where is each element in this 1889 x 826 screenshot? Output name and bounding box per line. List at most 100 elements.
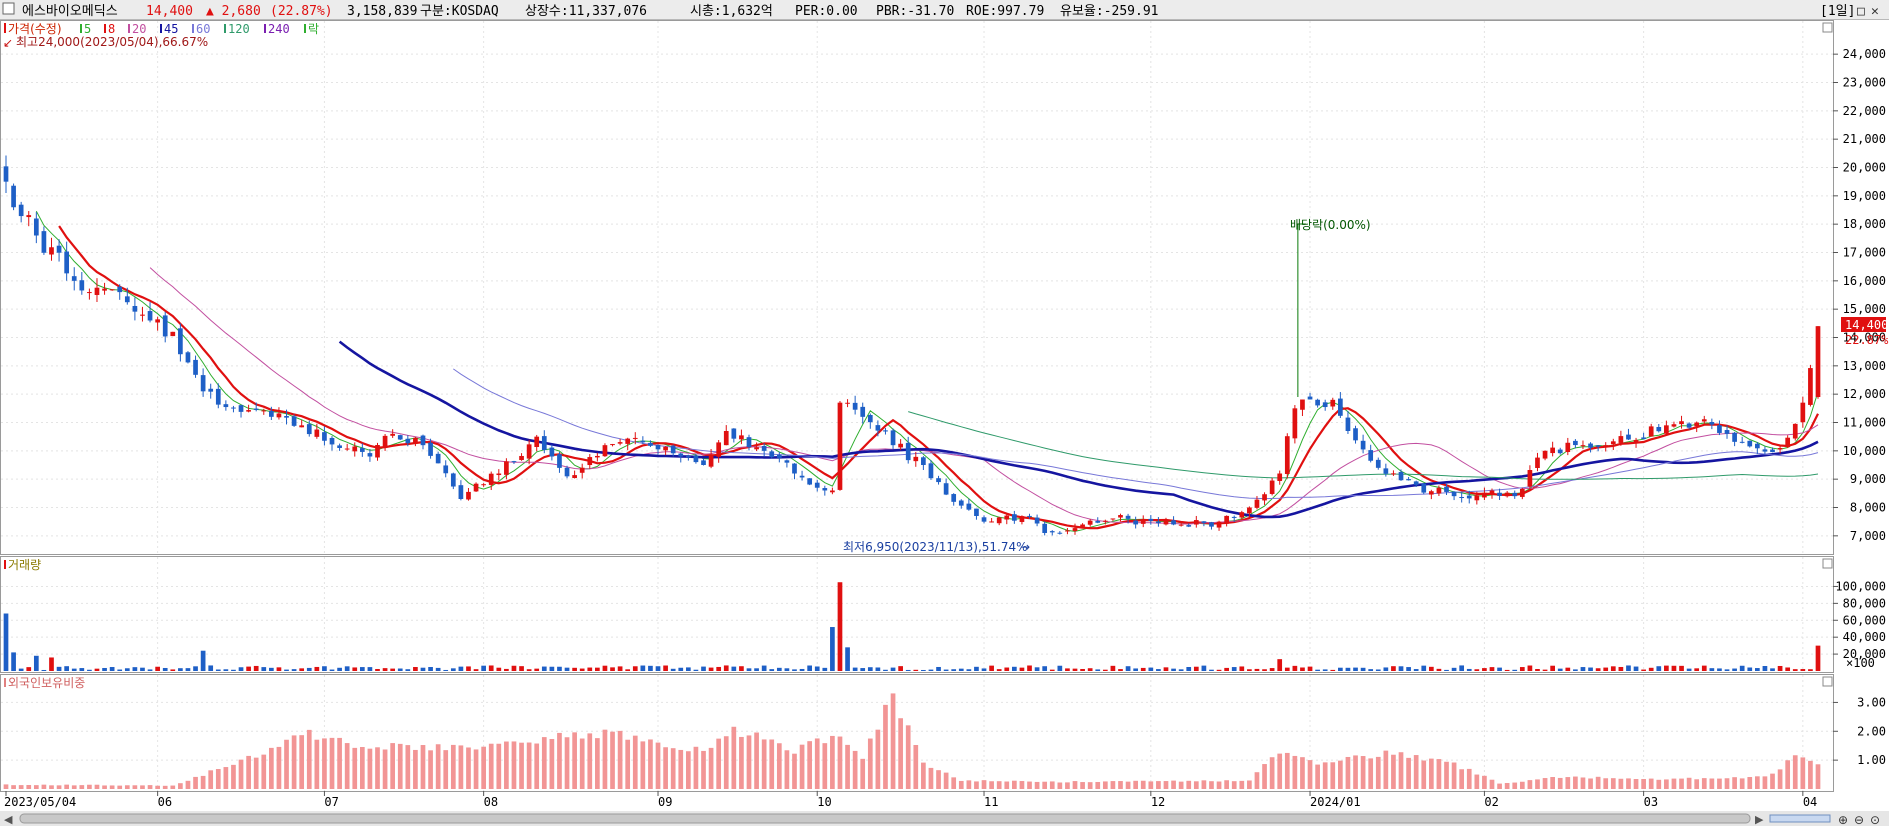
- foreign-bar-2024/03/04: [1648, 778, 1654, 789]
- legend-ma-0[interactable]: 5: [84, 22, 91, 36]
- x-tick-label: 07: [324, 795, 338, 809]
- volume-bar-2024/01/30: [1466, 668, 1472, 671]
- volume-panel-toggle[interactable]: [1822, 558, 1833, 569]
- candle-2023/06/02: [162, 315, 168, 337]
- candle-2023/09/25: [776, 454, 782, 458]
- candle-2024/02/01: [1482, 492, 1487, 498]
- foreign-bar-2023/11/14: [1049, 781, 1055, 789]
- price-change: ▲ 2,680: [206, 4, 261, 19]
- candle-2024/02/15: [1557, 449, 1563, 454]
- candle-2024/02/14: [1550, 447, 1555, 454]
- foreign-bar-2024/02/01: [1482, 775, 1487, 789]
- window-checkbox[interactable]: [2, 2, 15, 15]
- legend-ma-6[interactable]: 240: [268, 22, 290, 36]
- volume-bar-2024/01/24: [1436, 668, 1442, 671]
- scroll-right-icon[interactable]: ▶: [1755, 813, 1764, 826]
- foreign-bar-2023/07/31: [473, 749, 479, 789]
- close-icon[interactable]: ✕: [1871, 4, 1879, 19]
- dividend-marker: [1297, 223, 1306, 397]
- foreign-bar-2023/12/26: [1277, 753, 1283, 789]
- volume-bar-2023/10/17: [898, 666, 903, 671]
- candle-2023/09/11: [701, 460, 706, 465]
- volume-bar-2023/07/04: [329, 669, 335, 671]
- zoom-reset-icon[interactable]: ⊙: [1870, 813, 1880, 826]
- volume-bar-2023/11/06: [1004, 667, 1010, 671]
- legend-ma-3[interactable]: 45: [164, 22, 178, 36]
- foreign-bar-2023/09/25: [776, 743, 782, 789]
- volume-bar-2023/09/25: [776, 667, 782, 671]
- foreign-bar-2023/10/20: [921, 762, 926, 789]
- foreign-label[interactable]: 외국인보유비중: [8, 676, 85, 690]
- legend-ma-marker: [128, 24, 130, 33]
- price-tick-label: 22,000: [1843, 104, 1886, 118]
- foreign-bar-2023/06/08: [193, 776, 198, 789]
- volume-bar-2024/02/23: [1603, 667, 1609, 671]
- volume-bar-2023/06/29: [306, 667, 312, 671]
- candle-2023/05/10: [33, 218, 39, 236]
- volume-bar-2024/03/18: [1724, 669, 1730, 671]
- volume-bar-2023/11/29: [1133, 668, 1139, 671]
- volume-bar-2023/11/07: [1012, 666, 1017, 671]
- foreign-bar-2023/07/10: [359, 747, 365, 789]
- foreign-bar-2024/04/01: [1800, 757, 1806, 789]
- volume-bar-2023/09/01: [655, 666, 661, 671]
- foreign-bar-2023/12/21: [1254, 772, 1260, 789]
- restore-icon[interactable]: □: [1857, 4, 1865, 19]
- volume-bar-2023/05/29: [132, 667, 138, 671]
- volume-bar-2023/08/10: [534, 668, 540, 671]
- volume-tick-label: 60,000: [1843, 613, 1886, 627]
- zoom-out-icon[interactable]: ⊖: [1854, 813, 1864, 826]
- candle-2023/11/15: [1057, 532, 1063, 534]
- candle-2024/01/10: [1360, 440, 1366, 450]
- foreign-bar-2023/07/03: [322, 738, 327, 789]
- volume-bar-2023/12/04: [1156, 669, 1161, 671]
- candle-2023/06/16: [238, 405, 244, 412]
- volume-label[interactable]: 거래량: [8, 558, 41, 572]
- volume-bar-2023/08/08: [519, 666, 524, 671]
- candle-2023/05/12: [49, 247, 54, 255]
- candle-2023/09/13: [716, 442, 722, 457]
- legend-ma-1[interactable]: 8: [108, 22, 115, 36]
- foreign-tick-label: 1.00: [1857, 753, 1886, 767]
- candle-2023/07/04: [329, 437, 335, 445]
- candle-2024/03/12: [1694, 422, 1700, 427]
- candle-2023/06/15: [231, 407, 236, 409]
- volume-bar-2023/08/22: [595, 667, 600, 671]
- candle-2023/11/20: [1080, 524, 1085, 527]
- volume-bar-2023/06/27: [291, 669, 297, 671]
- candle-2023/08/14: [549, 447, 555, 457]
- scroll-left-icon[interactable]: ◀: [4, 813, 13, 826]
- foreign-panel-toggle[interactable]: [1822, 676, 1833, 687]
- foreign-bar-2023/07/05: [337, 737, 342, 789]
- foreign-bar-2024/02/02: [1489, 779, 1495, 789]
- foreign-bar-2023/09/15: [731, 726, 737, 789]
- period-button[interactable]: [1일]: [1820, 4, 1855, 19]
- x-tick-label: 09: [658, 795, 672, 809]
- scrollbar-thumb[interactable]: [19, 813, 1751, 824]
- price-panel-toggle[interactable]: [1822, 22, 1833, 33]
- foreign-bar-2023/05/11: [41, 784, 47, 789]
- volume-bar-2024/01/04: [1330, 669, 1336, 671]
- foreign-bar-2024/03/14: [1709, 778, 1715, 789]
- candle-2023/06/12: [208, 388, 214, 392]
- legend-ma-4[interactable]: 60: [196, 22, 210, 36]
- foreign-bar-2024/01/25: [1444, 761, 1449, 789]
- foreign-bar-2024/03/13: [1701, 778, 1707, 789]
- range-slider[interactable]: [1769, 814, 1831, 823]
- legend-ma-7[interactable]: 락: [308, 22, 319, 36]
- candle-2024/04/02: [1808, 368, 1813, 405]
- candle-2023/05/15: [56, 245, 62, 253]
- volume-bar-2024/01/16: [1391, 666, 1396, 671]
- legend-ma-5[interactable]: 120: [228, 22, 250, 36]
- candle-2023/10/05: [837, 402, 843, 490]
- legend-price[interactable]: 가격(수정): [8, 22, 62, 36]
- foreign-bar-2023/08/09: [526, 742, 532, 789]
- foreign-bar-2023/10/09: [852, 750, 858, 789]
- legend-ma-2[interactable]: 20: [132, 22, 146, 36]
- foreign-bar-2023/11/03: [996, 781, 1002, 789]
- volume-bar-2024/01/02: [1315, 669, 1320, 671]
- foreign-bar-2024/02/09: [1527, 780, 1533, 789]
- volume-bar-2024/01/08: [1345, 667, 1351, 671]
- zoom-in-icon[interactable]: ⊕: [1838, 813, 1848, 826]
- volume-bar-2023/10/09: [852, 667, 858, 671]
